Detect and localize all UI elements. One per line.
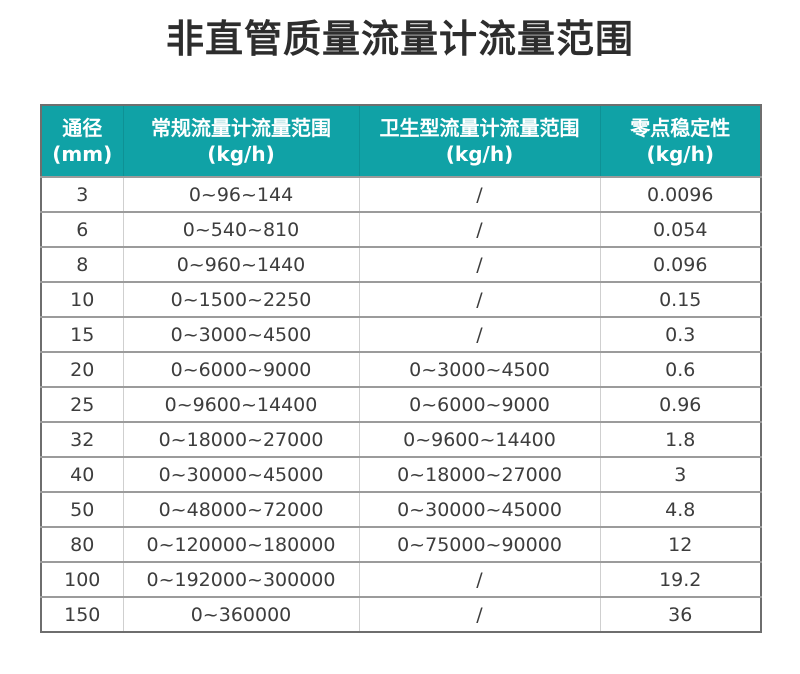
table-cell-sanitary-flow-range: 0~3000~4500 <box>358 351 600 387</box>
header-label: 卫生型流量计流量范围 <box>379 116 580 140</box>
table-cell-zero-stability: 0.6 <box>599 351 761 387</box>
table-cell-zero-stability: 0.15 <box>599 281 761 317</box>
header-unit: (kg/h) <box>445 142 514 166</box>
table-cell-regular-flow-range: 0~120000~180000 <box>122 526 359 562</box>
table-cell-sanitary-flow-range: / <box>358 211 600 247</box>
table-cell-diameter: 10 <box>41 281 123 317</box>
table-cell-sanitary-flow-range: / <box>358 246 600 282</box>
table-cell-regular-flow-range: 0~30000~45000 <box>122 456 359 492</box>
table-cell-zero-stability: 3 <box>599 456 761 492</box>
table-cell-sanitary-flow-range: / <box>358 281 600 317</box>
table-cell-zero-stability: 0.0096 <box>599 176 761 212</box>
header-label: 零点稳定性 <box>630 116 731 140</box>
table-cell-sanitary-flow-range: / <box>358 596 600 632</box>
table-cell-zero-stability: 0.96 <box>599 386 761 422</box>
table-cell-sanitary-flow-range: / <box>358 561 600 597</box>
table-cell-diameter: 3 <box>41 176 123 212</box>
table-cell-sanitary-flow-range: 0~6000~9000 <box>358 386 600 422</box>
header-cell-sanitary-flow-range: 卫生型流量计流量范围 (kg/h) <box>358 105 600 177</box>
table-cell-sanitary-flow-range: / <box>358 176 600 212</box>
table-cell-regular-flow-range: 0~360000 <box>122 596 359 632</box>
table-cell-regular-flow-range: 0~540~810 <box>122 211 359 247</box>
table-cell-zero-stability: 36 <box>599 596 761 632</box>
table-cell-regular-flow-range: 0~6000~9000 <box>122 351 359 387</box>
table-cell-regular-flow-range: 0~3000~4500 <box>122 316 359 352</box>
table-cell-regular-flow-range: 0~48000~72000 <box>122 491 359 527</box>
table-cell-diameter: 80 <box>41 526 123 562</box>
table-cell-regular-flow-range: 0~9600~14400 <box>122 386 359 422</box>
table-cell-regular-flow-range: 0~18000~27000 <box>122 421 359 457</box>
table-cell-diameter: 20 <box>41 351 123 387</box>
table-row: 8 0~960~1440/0.096 <box>41 246 761 282</box>
header-cell-zero-stability: 零点稳定性 (kg/h) <box>599 105 761 177</box>
table-row: 32 0~18000~27000 0~9600~14400 1.8 <box>41 421 761 457</box>
table-cell-zero-stability: 0.096 <box>599 246 761 282</box>
table-cell-diameter: 15 <box>41 316 123 352</box>
table-cell-sanitary-flow-range: 0~9600~14400 <box>358 421 600 457</box>
table-cell-regular-flow-range: 0~1500~2250 <box>122 281 359 317</box>
header-label: 常规流量计流量范围 <box>151 116 331 140</box>
table-cell-diameter: 32 <box>41 421 123 457</box>
table-cell-diameter: 6 <box>41 211 123 247</box>
header-unit: (kg/h) <box>207 142 275 166</box>
header-unit: (kg/h) <box>646 142 714 166</box>
table-cell-diameter: 50 <box>41 491 123 527</box>
flow-range-table-wrapper: 通径 (mm) 常规流量计流量范围 (kg/h) 卫生型流量计流量范围 (kg/… <box>40 104 762 633</box>
table-row: 25 0~9600~14400 0~6000~9000 0.96 <box>41 386 761 422</box>
table-cell-zero-stability: 0.3 <box>599 316 761 352</box>
table-row: 6 0~540~810/0.054 <box>41 211 761 247</box>
table-cell-sanitary-flow-range: 0~30000~45000 <box>358 491 600 527</box>
table-cell-zero-stability: 12 <box>599 526 761 562</box>
table-cell-diameter: 25 <box>41 386 123 422</box>
table-row: 10 0~1500~2250/0.15 <box>41 281 761 317</box>
table-row: 40 0~30000~45000 0~18000~27000 3 <box>41 456 761 492</box>
table-cell-diameter: 8 <box>41 246 123 282</box>
table-cell-zero-stability: 19.2 <box>599 561 761 597</box>
table-cell-zero-stability: 1.8 <box>599 421 761 457</box>
table-cell-sanitary-flow-range: / <box>358 316 600 352</box>
header-label: 通径 <box>62 116 103 140</box>
header-row: 通径 (mm) 常规流量计流量范围 (kg/h) 卫生型流量计流量范围 (kg/… <box>41 105 761 177</box>
header-unit: (mm) <box>52 142 113 166</box>
table-row: 3 0~96~144/0.0096 <box>41 176 761 212</box>
flow-range-table: 通径 (mm) 常规流量计流量范围 (kg/h) 卫生型流量计流量范围 (kg/… <box>40 104 762 633</box>
header-cell-regular-flow-range: 常规流量计流量范围 (kg/h) <box>122 105 359 177</box>
table-row: 80 0~120000~180000 0~75000~90000 12 <box>41 526 761 562</box>
table-row: 20 0~6000~9000 0~3000~4500 0.6 <box>41 351 761 387</box>
header-cell-diameter: 通径 (mm) <box>41 105 123 177</box>
table-cell-diameter: 150 <box>41 596 123 632</box>
table-row: 100 0~192000~300000/19.2 <box>41 561 761 597</box>
table-cell-zero-stability: 0.054 <box>599 211 761 247</box>
table-cell-diameter: 40 <box>41 456 123 492</box>
table-cell-regular-flow-range: 0~192000~300000 <box>122 561 359 597</box>
table-row: 15 0~3000~4500/0.3 <box>41 316 761 352</box>
page-title: 非直管质量流量计流量范围 <box>165 17 634 61</box>
table-cell-sanitary-flow-range: 0~75000~90000 <box>358 526 600 562</box>
table-cell-zero-stability: 4.8 <box>599 491 761 527</box>
table-cell-regular-flow-range: 0~960~1440 <box>122 246 359 282</box>
table-cell-diameter: 100 <box>41 561 123 597</box>
table-row: 150 0~360000/36 <box>41 596 761 632</box>
table-cell-regular-flow-range: 0~96~144 <box>122 176 359 212</box>
table-body: 3 0~96~144/0.0096 6 0~540~810/0.054 8 0~960~1… <box>41 176 761 632</box>
table-row: 50 0~48000~72000 0~30000~45000 4.8 <box>41 491 761 527</box>
table-cell-sanitary-flow-range: 0~18000~27000 <box>358 456 600 492</box>
